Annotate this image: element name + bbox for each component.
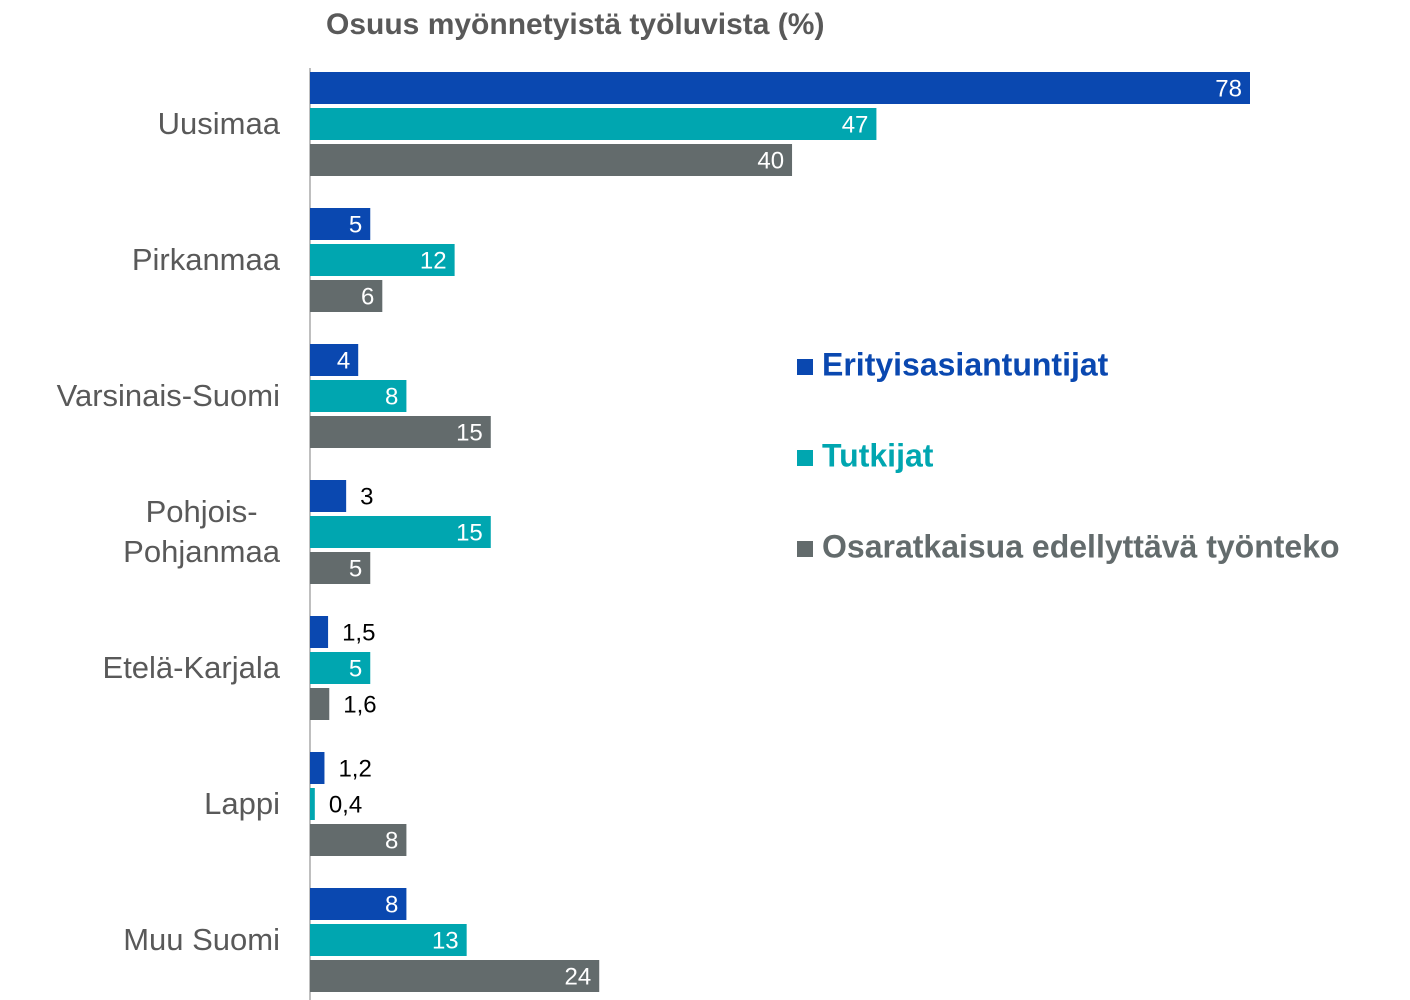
category-label: Pirkanmaa [131, 242, 280, 277]
bar [310, 144, 793, 176]
bar [310, 924, 467, 956]
value-label: 12 [420, 247, 447, 274]
value-label: 78 [1215, 75, 1242, 102]
legend-label: Erityisasiantuntijat [822, 346, 1109, 382]
bar [310, 208, 371, 240]
category-label: Varsinais-Suomi [56, 378, 280, 413]
category-label: Etelä-Karjala [102, 650, 280, 685]
bar [310, 652, 371, 684]
bar [310, 480, 347, 512]
bar [310, 824, 407, 856]
bar [310, 752, 325, 784]
value-label: 5 [349, 655, 362, 682]
bar [310, 416, 491, 448]
bar [310, 688, 330, 720]
category-label: Lappi [204, 786, 280, 821]
value-label: 15 [456, 519, 483, 546]
value-label: 8 [385, 827, 398, 854]
bar [310, 344, 359, 376]
value-label: 4 [337, 347, 350, 374]
bar [310, 616, 329, 648]
value-label: 40 [757, 147, 784, 174]
bar [310, 516, 491, 548]
value-label: 0,4 [329, 791, 362, 818]
value-label: 47 [842, 111, 869, 138]
legend-swatch [797, 541, 813, 557]
value-label: 8 [385, 891, 398, 918]
chart-title: Osuus myönnetyistä työluvista (%) [326, 8, 824, 41]
legend-swatch [797, 450, 813, 466]
value-label: 1,5 [342, 619, 375, 646]
value-label: 15 [456, 419, 483, 446]
legend-swatch [797, 359, 813, 375]
bar [310, 552, 371, 584]
value-label: 1,6 [343, 691, 376, 718]
value-label: 5 [349, 555, 362, 582]
legend-label: Tutkijat [822, 437, 934, 473]
value-label: 5 [349, 211, 362, 238]
bar [310, 72, 1250, 104]
bar [310, 788, 315, 820]
bar [310, 960, 600, 992]
bar [310, 108, 877, 140]
category-label: Muu Suomi [123, 922, 280, 957]
value-label: 13 [432, 927, 459, 954]
bar [310, 280, 383, 312]
category-label: Uusimaa [157, 106, 280, 141]
legend-label: Osaratkaisua edellyttävä työnteko [822, 528, 1340, 564]
value-label: 1,2 [338, 755, 371, 782]
value-label: 8 [385, 383, 398, 410]
bar [310, 380, 407, 412]
value-label: 24 [565, 963, 592, 990]
bar [310, 244, 455, 276]
category-label: Pohjois- Pohjanmaa [123, 494, 280, 569]
value-label: 3 [360, 483, 373, 510]
value-label: 6 [361, 283, 374, 310]
bar [310, 888, 407, 920]
